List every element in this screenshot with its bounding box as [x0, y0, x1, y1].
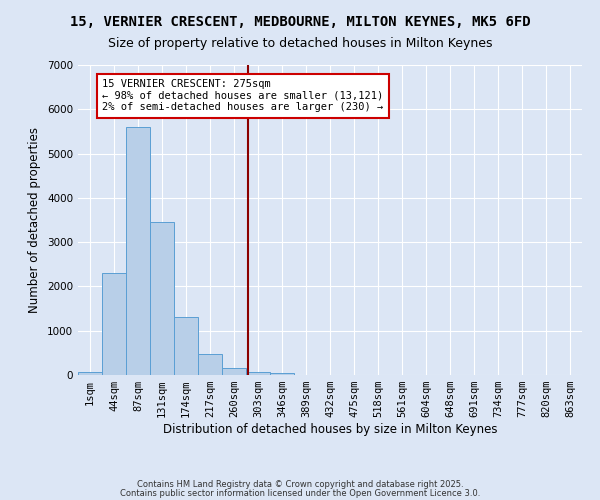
Bar: [150, 222, 174, 375]
Bar: [198, 354, 222, 375]
Text: 15 VERNIER CRESCENT: 275sqm
← 98% of detached houses are smaller (13,121)
2% of : 15 VERNIER CRESCENT: 275sqm ← 98% of det…: [103, 79, 384, 112]
Bar: [270, 373, 294, 375]
Text: Contains public sector information licensed under the Open Government Licence 3.: Contains public sector information licen…: [120, 488, 480, 498]
Bar: [126, 127, 150, 375]
Bar: [174, 316, 198, 375]
Bar: [78, 372, 102, 375]
Bar: [222, 368, 246, 375]
Text: Size of property relative to detached houses in Milton Keynes: Size of property relative to detached ho…: [108, 38, 492, 51]
X-axis label: Distribution of detached houses by size in Milton Keynes: Distribution of detached houses by size …: [163, 423, 497, 436]
Text: Contains HM Land Registry data © Crown copyright and database right 2025.: Contains HM Land Registry data © Crown c…: [137, 480, 463, 489]
Y-axis label: Number of detached properties: Number of detached properties: [28, 127, 41, 313]
Text: 15, VERNIER CRESCENT, MEDBOURNE, MILTON KEYNES, MK5 6FD: 15, VERNIER CRESCENT, MEDBOURNE, MILTON …: [70, 15, 530, 29]
Bar: [102, 273, 126, 375]
Bar: [246, 372, 270, 375]
